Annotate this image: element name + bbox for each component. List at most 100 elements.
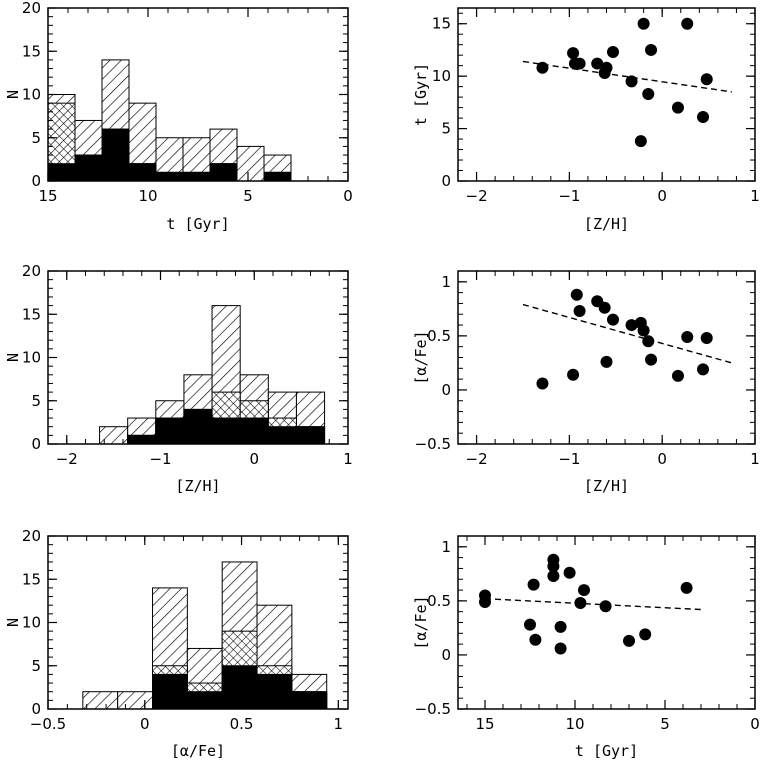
data-point bbox=[639, 628, 652, 641]
y-tick-label: 5 bbox=[31, 129, 41, 147]
x-axis-label: [Z/H] bbox=[584, 477, 629, 495]
data-point bbox=[625, 319, 638, 332]
y-tick-label: 20 bbox=[22, 0, 41, 17]
bar-hatched bbox=[117, 691, 154, 710]
data-point bbox=[625, 75, 638, 88]
x-axis-label: [α/Fe] bbox=[171, 742, 225, 760]
data-point bbox=[642, 335, 655, 348]
x-tick-label: 0 bbox=[343, 187, 353, 205]
y-tick-label: 1 bbox=[441, 273, 451, 291]
data-point bbox=[600, 61, 613, 74]
bar-solid bbox=[291, 691, 328, 710]
bar-solid bbox=[221, 665, 258, 710]
y-axis-label: N bbox=[4, 353, 22, 362]
y-tick-label: 5 bbox=[31, 392, 41, 410]
x-tick-label: 1 bbox=[334, 715, 344, 733]
x-tick-label: 0 bbox=[249, 450, 259, 468]
x-tick-label: 1 bbox=[750, 450, 760, 468]
x-tick-label: 10 bbox=[138, 187, 157, 205]
y-tick-label: 1 bbox=[441, 538, 451, 556]
y-tick-label: 10 bbox=[432, 67, 451, 85]
y-tick-label: 20 bbox=[22, 262, 41, 280]
data-point bbox=[606, 46, 619, 59]
data-point bbox=[547, 570, 560, 583]
data-point bbox=[563, 566, 576, 579]
data-point bbox=[570, 288, 583, 301]
y-tick-label: 10 bbox=[22, 614, 41, 632]
y-axis-label: t [Gyr] bbox=[412, 63, 430, 126]
data-point bbox=[645, 353, 658, 366]
x-tick-label: 1 bbox=[750, 187, 760, 205]
y-tick-label: 10 bbox=[22, 349, 41, 367]
bar-solid bbox=[209, 163, 238, 182]
x-tick-label: −0.5 bbox=[30, 715, 66, 733]
panel-hist-age: 15 10 5 0 0 5 10 15 20 t [Gyr] N bbox=[4, 0, 353, 233]
y-axis-label: [α/Fe] bbox=[412, 595, 430, 649]
x-tick-label: 0 bbox=[140, 715, 150, 733]
x-axis-label: [Z/H] bbox=[175, 477, 220, 495]
y-tick-label: −0.5 bbox=[415, 700, 451, 718]
data-point bbox=[554, 642, 567, 655]
data-point bbox=[567, 368, 580, 381]
data-point bbox=[634, 135, 647, 148]
y-axis-label: N bbox=[4, 90, 22, 99]
y-tick-label: 0 bbox=[441, 172, 451, 190]
data-point bbox=[554, 620, 567, 633]
data-point bbox=[606, 313, 619, 326]
bar-solid bbox=[101, 128, 130, 182]
x-tick-label: 15 bbox=[475, 715, 494, 733]
x-axis-label: t [Gyr] bbox=[575, 742, 638, 760]
y-tick-label: 15 bbox=[22, 42, 41, 60]
data-point bbox=[600, 355, 613, 368]
bar-solid bbox=[182, 171, 211, 182]
y-axis-label: N bbox=[4, 618, 22, 627]
x-tick-label: 0 bbox=[657, 187, 667, 205]
data-point bbox=[573, 57, 586, 70]
x-tick-label: 10 bbox=[565, 715, 584, 733]
x-tick-label: −2 bbox=[56, 450, 78, 468]
bar-solid bbox=[183, 408, 213, 445]
data-point bbox=[623, 634, 635, 647]
bar-solid bbox=[186, 691, 223, 710]
y-tick-label: 15 bbox=[22, 305, 41, 323]
data-point bbox=[700, 332, 713, 345]
data-point bbox=[671, 101, 684, 114]
x-axis-label: [Z/H] bbox=[584, 215, 629, 233]
data-point bbox=[637, 324, 650, 337]
x-tick-label: 1 bbox=[343, 450, 353, 468]
x-axis-label: t [Gyr] bbox=[166, 215, 229, 233]
x-tick-label: 5 bbox=[660, 715, 670, 733]
fit-line bbox=[522, 60, 732, 93]
data-point bbox=[637, 17, 650, 30]
axes-frame bbox=[457, 535, 756, 710]
y-tick-label: 0.5 bbox=[427, 327, 451, 345]
data-point bbox=[697, 111, 710, 124]
data-point bbox=[681, 330, 694, 343]
x-tick-label: −2 bbox=[466, 450, 488, 468]
data-point bbox=[573, 305, 586, 318]
fit-line bbox=[522, 303, 732, 364]
y-tick-label: 5 bbox=[441, 120, 451, 138]
data-point bbox=[536, 61, 549, 74]
x-tick-label: 0 bbox=[657, 450, 667, 468]
bar-solid bbox=[128, 163, 157, 182]
y-tick-label: 15 bbox=[432, 15, 451, 33]
x-tick-label: 5 bbox=[243, 187, 253, 205]
fit-line bbox=[484, 598, 702, 611]
data-point bbox=[591, 57, 604, 70]
y-axis-label: [α/Fe] bbox=[412, 330, 430, 384]
panel-scatter-alpha-age: 15 10 5 0 −0.5 0 0.5 1 t [Gyr] [α/Fe] bbox=[412, 535, 760, 760]
data-point bbox=[536, 377, 549, 390]
data-point bbox=[599, 600, 612, 613]
x-tick-label: 15 bbox=[38, 187, 57, 205]
data-point bbox=[700, 73, 713, 86]
data-point bbox=[697, 363, 710, 376]
y-tick-label: −0.5 bbox=[415, 435, 451, 453]
data-point bbox=[567, 47, 580, 60]
data-point bbox=[578, 584, 590, 597]
panel-scatter-alpha-metal: −2 −1 0 1 −0.5 0 0.5 1 [Z/H] [α/Fe] bbox=[412, 270, 760, 495]
bar-solid bbox=[152, 673, 188, 710]
